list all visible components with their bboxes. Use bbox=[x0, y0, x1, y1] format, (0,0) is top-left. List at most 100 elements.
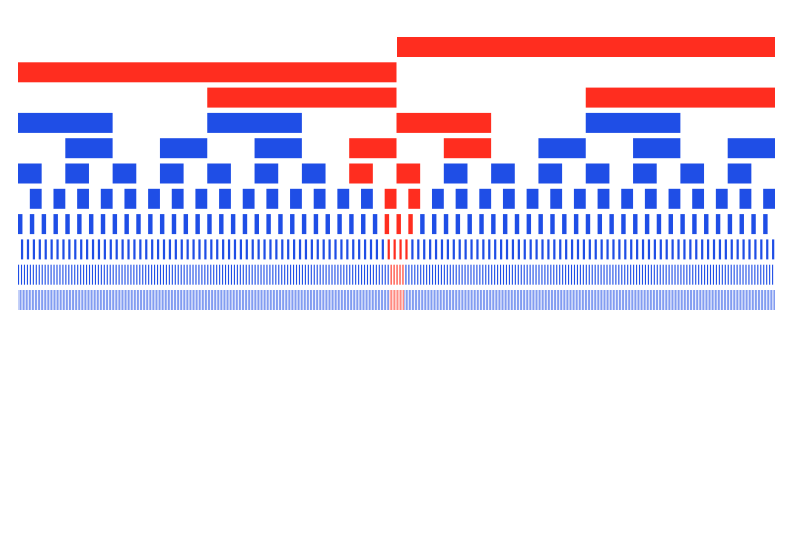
pattern-bar bbox=[298, 239, 302, 260]
pattern-bar bbox=[49, 290, 51, 310]
pattern-bar bbox=[438, 290, 440, 310]
pattern-bar bbox=[37, 290, 39, 310]
pattern-bar bbox=[293, 264, 295, 285]
pattern-bar bbox=[466, 290, 468, 310]
pattern-bar bbox=[50, 239, 53, 260]
pattern-bar bbox=[134, 290, 135, 310]
pattern-bar bbox=[420, 264, 422, 285]
pattern-bar bbox=[724, 264, 726, 285]
pattern-bar bbox=[290, 264, 292, 285]
pattern-bar bbox=[198, 239, 201, 260]
pattern-bar bbox=[683, 239, 686, 260]
pattern-bar bbox=[529, 239, 532, 260]
pattern-bar bbox=[538, 264, 540, 285]
pattern-bar bbox=[739, 214, 744, 235]
pattern-bar bbox=[573, 214, 579, 235]
highlight-bar bbox=[349, 138, 397, 159]
pattern-bar bbox=[663, 290, 664, 310]
pattern-bar bbox=[322, 239, 325, 260]
pattern-bar bbox=[606, 264, 608, 285]
pattern-bar bbox=[109, 239, 112, 260]
pattern-bar bbox=[348, 290, 349, 310]
pattern-bar bbox=[240, 290, 242, 310]
pattern-bar bbox=[290, 290, 292, 310]
pattern-bar bbox=[729, 290, 731, 310]
pattern-bar bbox=[709, 264, 712, 285]
pattern-bar bbox=[77, 214, 82, 235]
pattern-bar bbox=[730, 264, 732, 285]
pattern-bar bbox=[735, 290, 737, 310]
pattern-bar bbox=[77, 290, 79, 310]
pattern-bar bbox=[186, 239, 189, 260]
pattern-bar bbox=[754, 239, 757, 260]
pattern-bar bbox=[127, 264, 129, 285]
pattern-bar bbox=[547, 264, 549, 285]
pattern-bar bbox=[541, 264, 543, 285]
pattern-bar bbox=[754, 264, 756, 285]
pattern-bar bbox=[713, 290, 715, 310]
pattern-bar bbox=[546, 290, 548, 310]
pattern-bar bbox=[29, 214, 35, 235]
highlight-bar bbox=[402, 264, 404, 285]
pattern-bar bbox=[526, 188, 539, 209]
pattern-bar bbox=[236, 290, 237, 310]
pattern-bar bbox=[210, 239, 213, 260]
pattern-bar bbox=[86, 239, 89, 260]
pattern-bar bbox=[772, 264, 774, 285]
pattern-bar bbox=[174, 264, 176, 285]
pattern-bar bbox=[384, 264, 386, 285]
pattern-bar bbox=[337, 264, 339, 285]
pattern-bar bbox=[55, 290, 57, 310]
pattern-bar bbox=[654, 290, 656, 310]
pattern-bar bbox=[408, 264, 410, 285]
pattern-bar bbox=[310, 239, 313, 260]
pattern-bar bbox=[681, 290, 682, 310]
pattern-bar bbox=[590, 290, 592, 310]
pattern-bar bbox=[603, 264, 605, 285]
pattern-bar bbox=[124, 188, 137, 209]
pattern-bar bbox=[644, 188, 657, 209]
pattern-bar bbox=[195, 188, 208, 209]
pattern-bar bbox=[591, 264, 593, 285]
pattern-bar bbox=[100, 264, 102, 285]
pattern-bar bbox=[429, 290, 431, 310]
pattern-bar bbox=[204, 239, 207, 260]
pattern-bar bbox=[250, 290, 252, 310]
pattern-bar bbox=[541, 239, 544, 260]
pattern-bar bbox=[258, 290, 259, 310]
pattern-bar bbox=[497, 264, 499, 285]
pattern-bar bbox=[56, 239, 59, 260]
pattern-bar bbox=[112, 163, 137, 184]
pattern-bar bbox=[287, 264, 289, 285]
pattern-bar bbox=[160, 290, 162, 310]
pattern-bar bbox=[431, 214, 437, 235]
pattern-bar bbox=[361, 264, 363, 285]
pattern-bar bbox=[485, 290, 487, 310]
pattern-bar bbox=[757, 264, 759, 285]
pattern-bar bbox=[346, 264, 348, 285]
highlight-bar bbox=[393, 239, 396, 260]
pattern-bar bbox=[453, 290, 454, 310]
pattern-bar bbox=[129, 290, 131, 310]
pattern-bar bbox=[51, 290, 52, 310]
pattern-bar bbox=[26, 264, 28, 285]
pattern-bar bbox=[20, 264, 23, 285]
pattern-bar bbox=[606, 239, 609, 260]
pattern-bar bbox=[92, 290, 94, 310]
pattern-bar bbox=[68, 264, 70, 285]
pattern-bar bbox=[332, 290, 333, 310]
pattern-bar bbox=[772, 239, 775, 260]
pattern-bar bbox=[272, 264, 274, 285]
pattern-bar bbox=[642, 290, 644, 310]
pattern-bar bbox=[98, 290, 100, 310]
pattern-bar bbox=[363, 239, 367, 260]
pattern-bar bbox=[375, 264, 377, 285]
pattern-bar bbox=[441, 290, 443, 310]
pattern-bar bbox=[701, 290, 703, 310]
pattern-bar bbox=[538, 138, 586, 159]
pattern-bar bbox=[295, 264, 298, 285]
pattern-bar bbox=[69, 290, 70, 310]
pattern-bar bbox=[349, 214, 354, 235]
pattern-bar bbox=[701, 264, 703, 285]
pattern-bar bbox=[523, 239, 526, 260]
